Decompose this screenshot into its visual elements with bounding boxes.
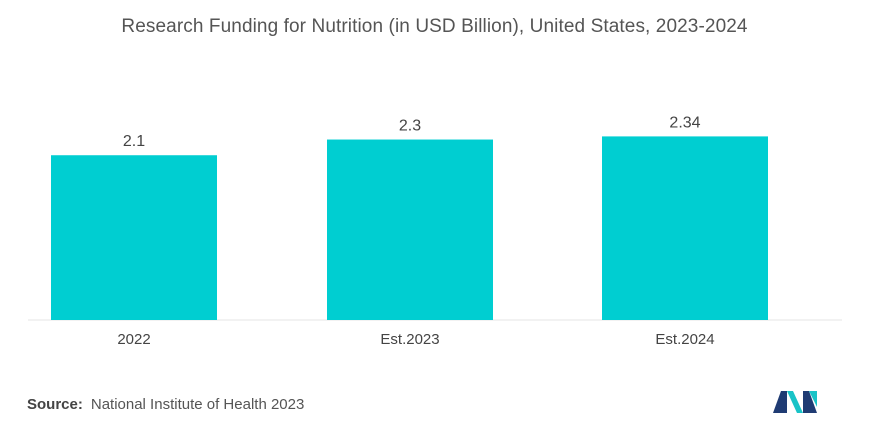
labels-group: 2.1 2022 2.3 Est.2023 2.34 Est.2024 bbox=[117, 114, 714, 348]
data-label-Est.2024: 2.34 bbox=[669, 114, 700, 131]
source-note: Source: National Institute of Health 2023 bbox=[27, 396, 304, 413]
source-text: National Institute of Health 2023 bbox=[90, 396, 305, 413]
bars-group bbox=[51, 136, 768, 320]
category-label-Est.2023: Est.2023 bbox=[380, 331, 439, 348]
bar-Est.2023 bbox=[327, 139, 493, 320]
mordor-intelligence-logo-icon bbox=[773, 391, 817, 413]
category-label-Est.2024: Est.2024 bbox=[655, 331, 714, 348]
chart-title: Research Funding for Nutrition (in USD B… bbox=[121, 16, 748, 37]
bar-Est.2024 bbox=[602, 136, 768, 320]
bar-2022 bbox=[51, 155, 217, 320]
source-label: Source: bbox=[27, 396, 83, 413]
category-label-2022: 2022 bbox=[117, 331, 150, 348]
data-label-2022: 2.1 bbox=[123, 133, 145, 150]
data-label-Est.2023: 2.3 bbox=[399, 118, 421, 135]
